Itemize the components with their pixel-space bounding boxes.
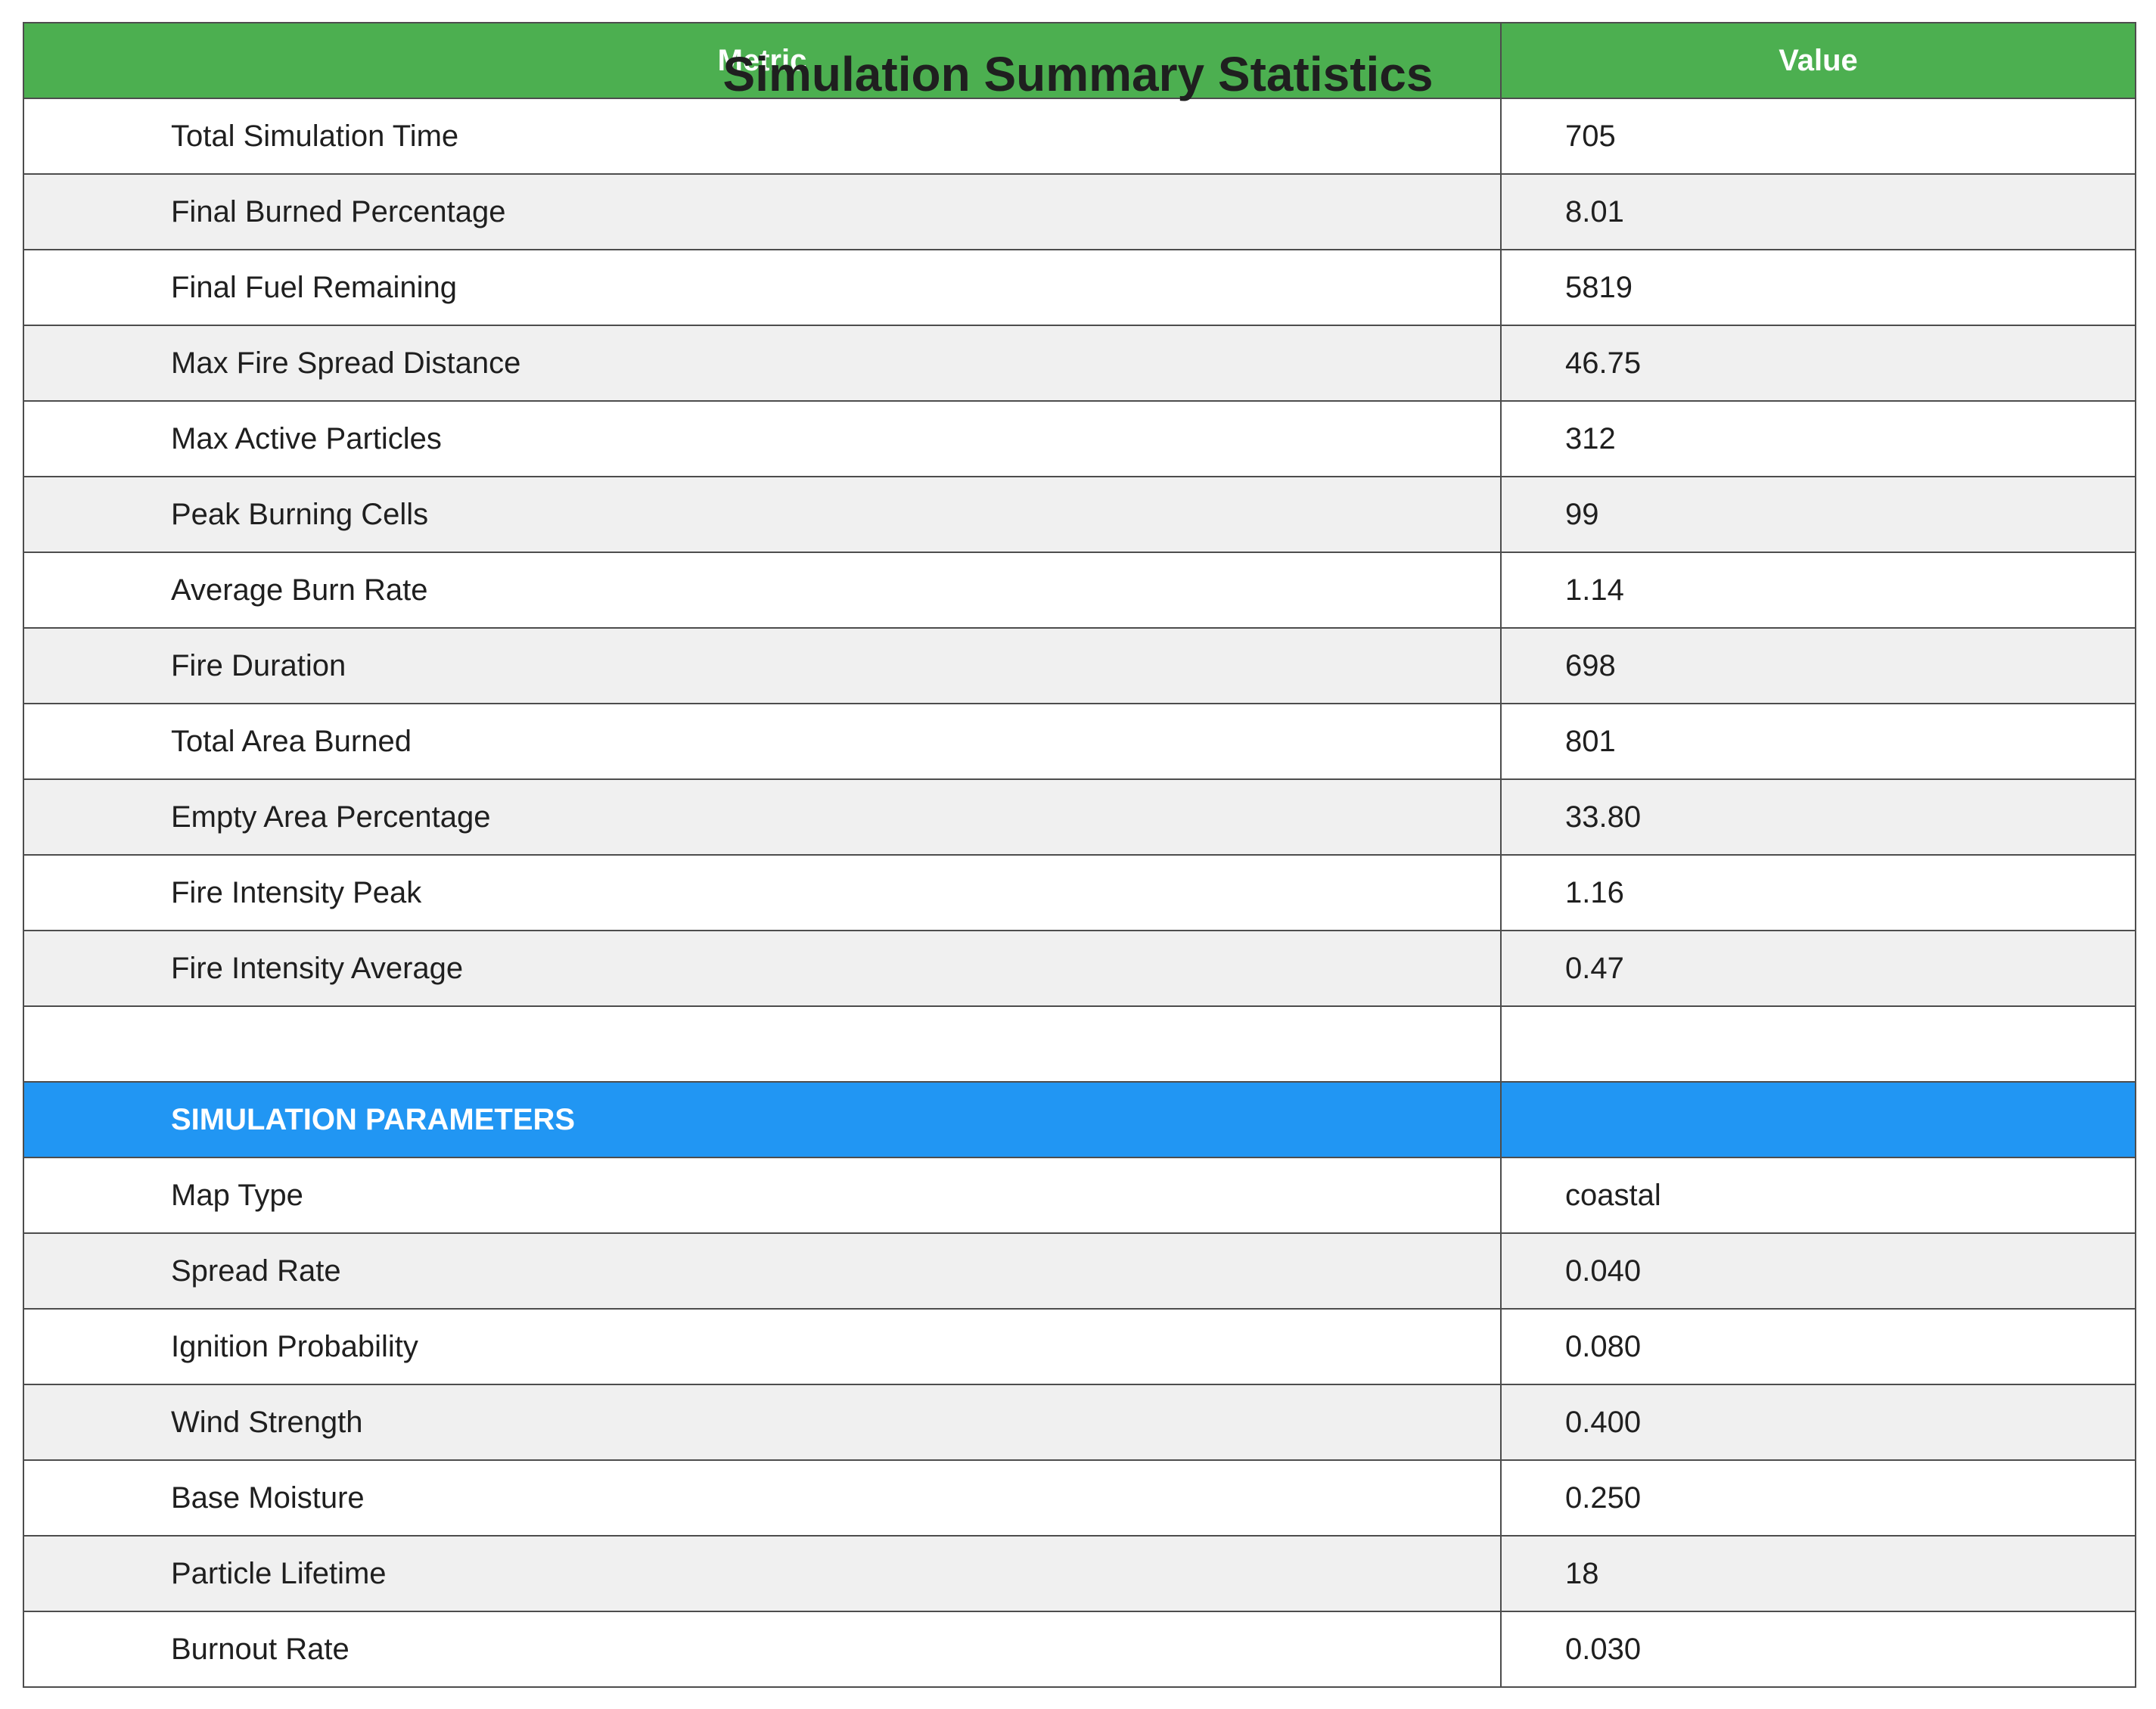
header-row: Metric Value — [23, 22, 2136, 99]
metric-cell: Final Burned Percentage — [23, 173, 1502, 250]
value-column-header: Value — [1500, 22, 2136, 99]
table-row: Total Simulation Time 705 — [23, 98, 2136, 175]
value-cell: 18 — [1500, 1535, 2136, 1612]
metric-cell: Burnout Rate — [23, 1611, 1502, 1688]
value-cell: 312 — [1500, 400, 2136, 477]
table-row: Peak Burning Cells 99 — [23, 476, 2136, 553]
table-row: Spread Rate 0.040 — [23, 1232, 2136, 1310]
metric-cell — [23, 1005, 1502, 1083]
spacer-row — [23, 1005, 2136, 1083]
metric-cell: Base Moisture — [23, 1459, 1502, 1537]
metric-cell: Wind Strength — [23, 1384, 1502, 1461]
value-cell: coastal — [1500, 1157, 2136, 1234]
table-row: Burnout Rate 0.030 — [23, 1611, 2136, 1688]
metric-cell: Fire Intensity Average — [23, 930, 1502, 1007]
metric-cell: Map Type — [23, 1157, 1502, 1234]
section-title: SIMULATION PARAMETERS — [23, 1081, 1502, 1158]
metric-cell: Fire Intensity Peak — [23, 854, 1502, 931]
metric-cell: Average Burn Rate — [23, 552, 1502, 629]
value-cell: 8.01 — [1500, 173, 2136, 250]
metric-cell: Ignition Probability — [23, 1308, 1502, 1385]
section-header-row: SIMULATION PARAMETERS — [23, 1081, 2136, 1158]
summary-table: Metric Value Total Simulation Time 705 Fin… — [23, 22, 2136, 1688]
table-row: Average Burn Rate 1.14 — [23, 552, 2136, 629]
value-cell: 801 — [1500, 703, 2136, 780]
table-row: Max Fire Spread Distance 46.75 — [23, 325, 2136, 402]
value-cell: 99 — [1500, 476, 2136, 553]
metric-cell: Empty Area Percentage — [23, 778, 1502, 856]
metric-cell: Fire Duration — [23, 627, 1502, 704]
value-cell: 5819 — [1500, 249, 2136, 326]
table-row: Fire Intensity Peak 1.16 — [23, 854, 2136, 931]
metric-cell: Peak Burning Cells — [23, 476, 1502, 553]
table-row: Base Moisture 0.250 — [23, 1459, 2136, 1537]
metric-cell: Particle Lifetime — [23, 1535, 1502, 1612]
value-cell: 705 — [1500, 98, 2136, 175]
value-cell: 0.47 — [1500, 930, 2136, 1007]
value-cell: 0.250 — [1500, 1459, 2136, 1537]
table-row: Particle Lifetime 18 — [23, 1535, 2136, 1612]
table-row: Map Type coastal — [23, 1157, 2136, 1234]
table-row: Final Burned Percentage 8.01 — [23, 173, 2136, 250]
value-cell: 0.400 — [1500, 1384, 2136, 1461]
value-cell — [1500, 1005, 2136, 1083]
table-row: Fire Duration 698 — [23, 627, 2136, 704]
value-cell: 1.14 — [1500, 552, 2136, 629]
table-body: Total Simulation Time 705 Final Burned Per… — [23, 98, 2136, 1688]
value-cell: 698 — [1500, 627, 2136, 704]
value-cell: 0.040 — [1500, 1232, 2136, 1310]
value-cell: 1.16 — [1500, 854, 2136, 931]
metric-cell: Max Fire Spread Distance — [23, 325, 1502, 402]
value-cell: 33.80 — [1500, 778, 2136, 856]
table-row: Ignition Probability 0.080 — [23, 1308, 2136, 1385]
metric-cell: Max Active Particles — [23, 400, 1502, 477]
table-row: Wind Strength 0.400 — [23, 1384, 2136, 1461]
metric-cell: Total Simulation Time — [23, 98, 1502, 175]
table-row: Total Area Burned 801 — [23, 703, 2136, 780]
table-row: Fire Intensity Average 0.47 — [23, 930, 2136, 1007]
value-cell: 0.080 — [1500, 1308, 2136, 1385]
value-cell: 0.030 — [1500, 1611, 2136, 1688]
metric-cell: Spread Rate — [23, 1232, 1502, 1310]
table-row: Empty Area Percentage 33.80 — [23, 778, 2136, 856]
metric-cell: Total Area Burned — [23, 703, 1502, 780]
table-row: Final Fuel Remaining 5819 — [23, 249, 2136, 326]
metric-cell: Final Fuel Remaining — [23, 249, 1502, 326]
table-row: Max Active Particles 312 — [23, 400, 2136, 477]
metric-column-header: Metric — [23, 22, 1502, 99]
value-cell — [1500, 1081, 2136, 1158]
value-cell: 46.75 — [1500, 325, 2136, 402]
